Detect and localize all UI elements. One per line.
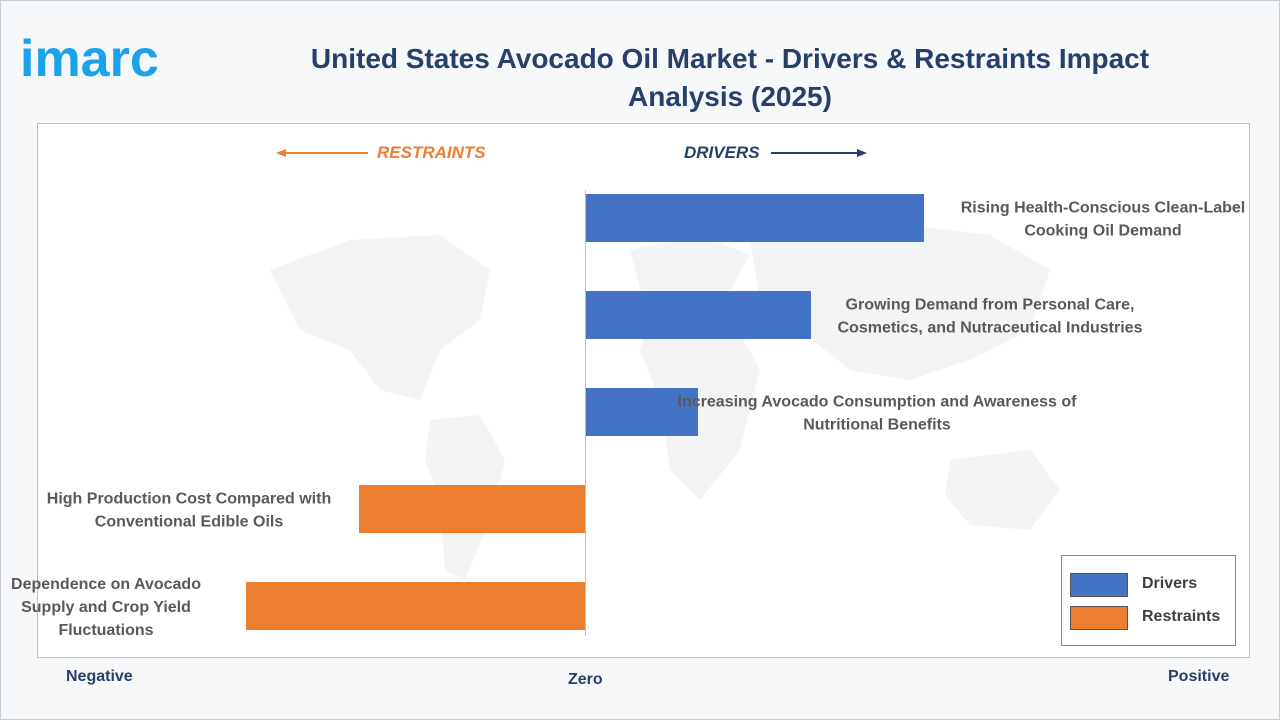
- chart-title: United States Avocado Oil Market - Drive…: [310, 43, 1150, 112]
- legend-swatch-restraints: [1070, 606, 1128, 630]
- world-map-watermark: [270, 220, 1060, 580]
- bar-restraint-4: [359, 485, 585, 533]
- bar-label-line: Fluctuations: [58, 622, 153, 639]
- bar-label-line: Cosmetics, and Nutraceutical Industries: [838, 320, 1143, 337]
- legend: Drivers Restraints: [1061, 555, 1236, 646]
- bar-label-line: Increasing Avocado Consumption and Aware…: [678, 394, 1078, 411]
- drivers-direction-label: DRIVERS: [684, 143, 760, 162]
- bar-label-1: Rising Health-Conscious Clean-Label Cooki…: [961, 200, 1245, 240]
- logo-text: imarc: [20, 30, 159, 88]
- axis-negative-label: Negative: [66, 668, 133, 685]
- bar-labels-group: Rising Health-Conscious Clean-Label Cooki…: [11, 200, 1245, 640]
- bar-driver-1: [585, 194, 924, 242]
- bar-label-4: High Production Cost Compared with Conven…: [47, 491, 331, 531]
- bars-group: [246, 194, 924, 630]
- bar-label-line: Nutritional Benefits: [803, 417, 951, 434]
- bar-label-line: Cooking Oil Demand: [1024, 223, 1181, 240]
- bar-label-line: Conventional Edible Oils: [95, 514, 284, 531]
- bar-label-line: Growing Demand from Personal Care,: [846, 297, 1135, 314]
- bar-label-line: Rising Health-Conscious Clean-Label: [961, 200, 1245, 217]
- bar-label-5: Dependence on Avocado Supply and Crop Yie…: [11, 576, 201, 639]
- bar-driver-2: [585, 291, 811, 339]
- bar-label-line: Supply and Crop Yield: [21, 599, 191, 616]
- legend-swatch-drivers: [1070, 573, 1128, 597]
- legend-label-restraints: Restraints: [1142, 608, 1221, 625]
- restraints-direction-label: RESTRAINTS: [377, 143, 486, 162]
- legend-label-drivers: Drivers: [1142, 575, 1198, 592]
- bar-restraint-5: [246, 582, 585, 630]
- bar-label-3: Increasing Avocado Consumption and Aware…: [678, 394, 1078, 434]
- drivers-arrow-head: [857, 149, 867, 157]
- bar-driver-3: [585, 388, 698, 436]
- bar-label-line: High Production Cost Compared with: [47, 491, 331, 508]
- restraints-arrow-head: [276, 149, 286, 157]
- axis-positive-label: Positive: [1168, 668, 1230, 685]
- bar-label-line: Dependence on Avocado: [11, 576, 201, 593]
- imarc-logo: imarc: [20, 30, 159, 88]
- axis-zero-label: Zero: [568, 671, 603, 688]
- direction-arrows: [276, 149, 867, 157]
- bar-label-2: Growing Demand from Personal Care, Cosmet…: [838, 297, 1143, 337]
